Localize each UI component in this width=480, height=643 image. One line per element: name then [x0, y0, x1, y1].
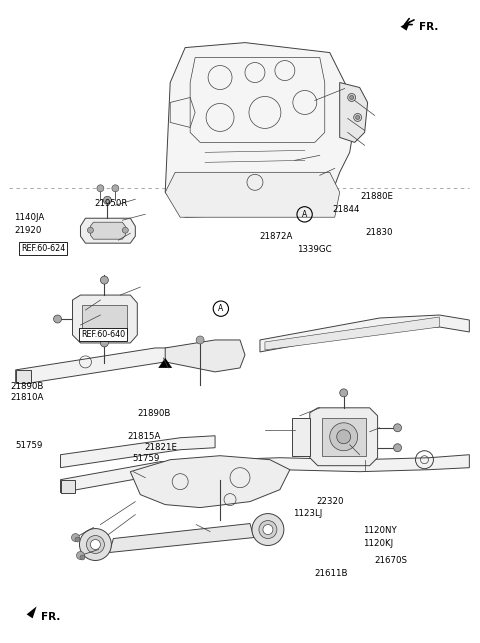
Text: 21872A: 21872A: [259, 232, 292, 241]
Circle shape: [112, 185, 119, 192]
Circle shape: [54, 315, 61, 323]
Circle shape: [350, 96, 354, 100]
Text: REF.60-640: REF.60-640: [81, 331, 125, 340]
Circle shape: [80, 555, 85, 560]
Polygon shape: [26, 606, 36, 619]
Circle shape: [97, 185, 104, 192]
Polygon shape: [72, 295, 137, 343]
Circle shape: [76, 552, 84, 559]
Circle shape: [340, 389, 348, 397]
Polygon shape: [400, 21, 410, 31]
Text: 21810A: 21810A: [10, 393, 44, 402]
Text: FR.: FR.: [420, 22, 439, 32]
Circle shape: [356, 116, 360, 120]
Polygon shape: [310, 408, 378, 466]
Polygon shape: [165, 340, 245, 372]
Circle shape: [394, 444, 402, 452]
Polygon shape: [60, 455, 469, 493]
Circle shape: [86, 536, 104, 554]
Text: 21880E: 21880E: [360, 192, 394, 201]
Polygon shape: [165, 42, 355, 217]
Text: A: A: [302, 210, 307, 219]
Polygon shape: [109, 523, 254, 552]
Circle shape: [80, 529, 111, 561]
Circle shape: [100, 276, 108, 284]
Circle shape: [354, 113, 361, 122]
Circle shape: [330, 423, 358, 451]
Text: 1120KJ: 1120KJ: [363, 539, 394, 548]
Text: 1339GC: 1339GC: [298, 245, 332, 254]
Circle shape: [336, 430, 351, 444]
Text: 21821E: 21821E: [144, 444, 177, 453]
Polygon shape: [158, 358, 172, 368]
Polygon shape: [130, 456, 290, 507]
Text: 1120NY: 1120NY: [363, 525, 397, 534]
Text: 21670S: 21670S: [374, 556, 407, 565]
Polygon shape: [265, 317, 439, 350]
Text: 21890B: 21890B: [10, 382, 44, 391]
Text: 21890B: 21890B: [137, 410, 170, 419]
Circle shape: [100, 339, 108, 347]
Circle shape: [72, 534, 80, 541]
Circle shape: [122, 227, 128, 233]
Polygon shape: [90, 222, 125, 239]
Polygon shape: [83, 305, 127, 333]
Text: 21815A: 21815A: [128, 432, 161, 441]
Polygon shape: [292, 418, 310, 456]
Circle shape: [75, 537, 80, 542]
Circle shape: [348, 93, 356, 102]
Polygon shape: [165, 172, 340, 217]
Circle shape: [90, 539, 100, 550]
Polygon shape: [16, 370, 31, 383]
Text: 21950R: 21950R: [94, 199, 127, 208]
Text: 21844: 21844: [332, 204, 360, 213]
Polygon shape: [340, 82, 368, 142]
Circle shape: [252, 514, 284, 545]
Circle shape: [259, 521, 277, 539]
Polygon shape: [16, 348, 210, 383]
Polygon shape: [81, 218, 135, 243]
Text: 21920: 21920: [14, 226, 41, 235]
Circle shape: [196, 336, 204, 344]
Text: 21611B: 21611B: [314, 569, 348, 578]
Text: 51759: 51759: [15, 441, 42, 450]
Text: 22320: 22320: [317, 496, 344, 505]
Text: A: A: [218, 304, 224, 313]
Polygon shape: [60, 436, 215, 467]
Circle shape: [263, 525, 273, 534]
Polygon shape: [322, 418, 366, 456]
Polygon shape: [260, 315, 469, 352]
Circle shape: [103, 196, 111, 204]
Text: REF.60-624: REF.60-624: [21, 244, 65, 253]
Text: 1140JA: 1140JA: [14, 213, 44, 222]
Text: 1123LJ: 1123LJ: [293, 509, 322, 518]
Text: 51759: 51759: [132, 455, 160, 464]
Polygon shape: [60, 480, 75, 493]
Text: 21830: 21830: [365, 228, 393, 237]
Circle shape: [394, 424, 402, 431]
Circle shape: [87, 227, 94, 233]
Text: FR.: FR.: [41, 612, 60, 622]
